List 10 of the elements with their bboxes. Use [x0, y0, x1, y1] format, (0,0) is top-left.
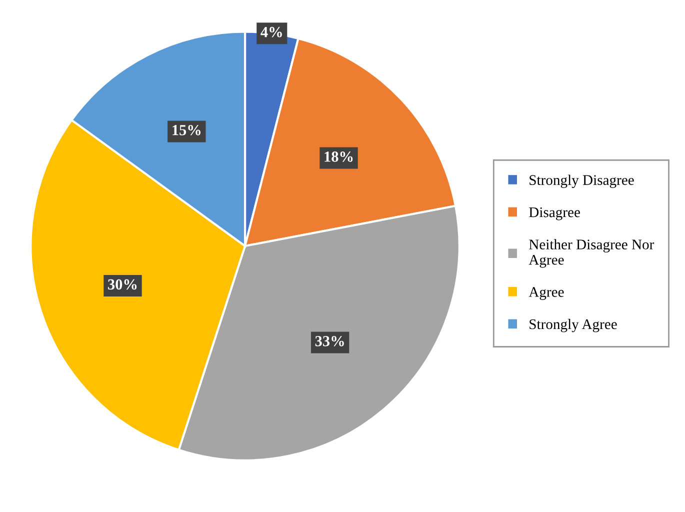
legend-label: Strongly Agree — [530, 318, 617, 332]
legend-label: Neither Disagree Nor Agree — [528, 239, 654, 268]
legend-label: Agree — [528, 287, 564, 300]
data-label: 18% — [324, 152, 353, 162]
legend-label: Disagree — [529, 207, 580, 220]
data-label: 15% — [172, 124, 200, 136]
data-label: 30% — [108, 279, 137, 290]
data-label: 4% — [260, 26, 282, 38]
data-label: 33% — [315, 336, 344, 346]
legend-label: Strongly Disagree — [530, 174, 634, 188]
